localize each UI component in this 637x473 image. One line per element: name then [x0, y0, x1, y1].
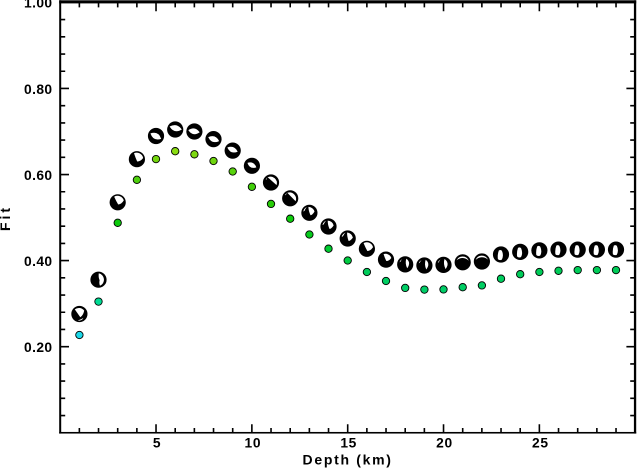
svg-text:25: 25 — [532, 436, 549, 451]
svg-text:1.00: 1.00 — [24, 0, 52, 11]
svg-text:5: 5 — [153, 436, 161, 451]
svg-text:15: 15 — [340, 436, 357, 451]
svg-text:Depth (km): Depth (km) — [303, 451, 393, 467]
svg-text:0.60: 0.60 — [24, 168, 52, 183]
svg-text:0.40: 0.40 — [24, 254, 52, 269]
svg-text:0.20: 0.20 — [24, 340, 52, 355]
svg-text:10: 10 — [245, 436, 262, 451]
svg-text:Fit: Fit — [0, 205, 13, 231]
svg-text:0.80: 0.80 — [24, 82, 52, 97]
svg-text:20: 20 — [436, 436, 453, 451]
